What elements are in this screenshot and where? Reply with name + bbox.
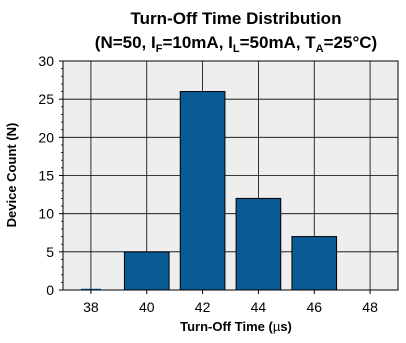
x-tick-label: 44 — [251, 299, 267, 315]
chart-title: Turn-Off Time Distribution — [131, 9, 342, 28]
x-axis-label: Turn-Off Time (µs) — [180, 319, 292, 334]
bar — [235, 197, 282, 291]
y-tick-label: 15 — [38, 168, 54, 184]
chart-subtitle: (N=50, IF=10mA, IL=50mA, TA=25°C) — [95, 33, 377, 55]
bar — [291, 236, 338, 291]
y-tick-label: 30 — [38, 53, 54, 69]
x-axis-ticks: 38 40 42 44 46 48 — [83, 290, 378, 315]
bars — [80, 91, 338, 291]
bar — [123, 251, 170, 291]
x-tick-label: 38 — [83, 299, 99, 315]
y-tick-label: 10 — [38, 206, 54, 222]
x-tick-label: 42 — [195, 299, 211, 315]
y-tick-label: 5 — [46, 244, 54, 260]
x-tick-label: 46 — [306, 299, 322, 315]
x-tick-label: 40 — [139, 299, 155, 315]
y-tick-label: 0 — [46, 282, 54, 298]
y-tick-label: 25 — [38, 91, 54, 107]
y-axis-label: Device Count (N) — [4, 123, 19, 228]
bar — [179, 91, 226, 291]
y-axis-ticks: 0 5 10 15 20 25 30 — [38, 53, 63, 298]
y-tick-label: 20 — [38, 129, 54, 145]
x-tick-label: 48 — [362, 299, 378, 315]
